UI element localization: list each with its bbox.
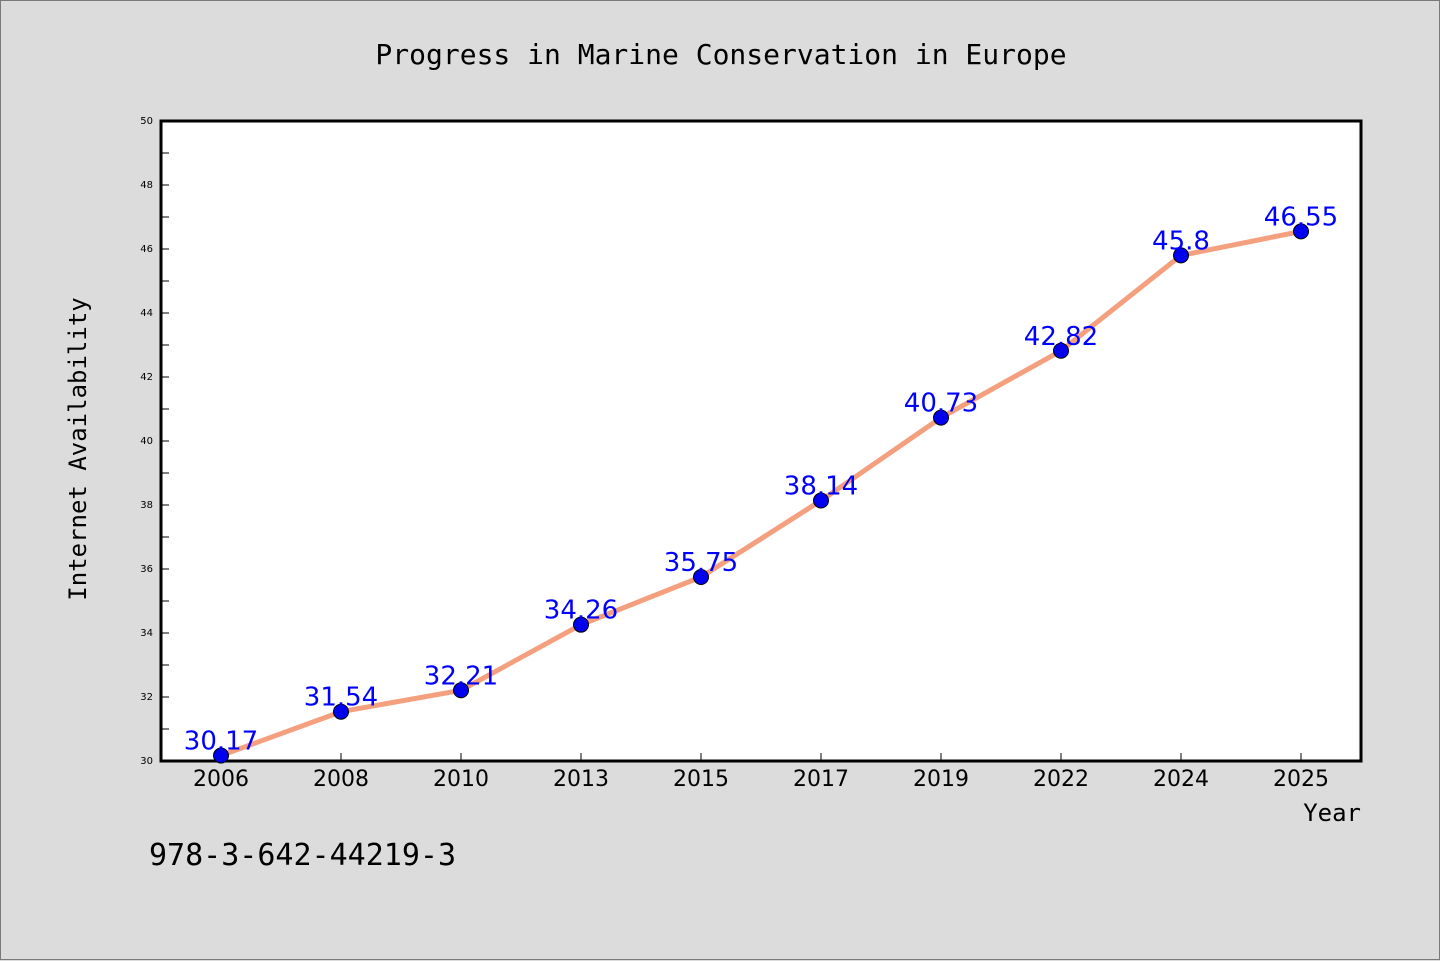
data-label: 46.55 (1264, 202, 1338, 232)
y-tick-label: 42 (140, 372, 153, 383)
x-tick-label: 2019 (913, 767, 969, 792)
data-point-marker (1173, 247, 1189, 264)
x-tick-label: 2010 (433, 767, 489, 792)
x-tick-label: 2022 (1033, 767, 1089, 792)
data-point-marker (933, 409, 949, 426)
y-tick-label: 46 (140, 244, 153, 255)
data-label: 30.17 (184, 727, 258, 757)
data-label: 38.14 (784, 472, 858, 502)
x-tick-label: 2025 (1273, 767, 1329, 792)
y-tick-label: 32 (140, 692, 153, 703)
data-label: 32.21 (424, 661, 498, 691)
data-label: 42.82 (1024, 322, 1098, 352)
x-tick-label: 2024 (1153, 767, 1209, 792)
y-tick-label: 40 (140, 436, 153, 447)
data-label: 31.54 (304, 683, 378, 713)
data-label: 35.75 (664, 548, 738, 578)
x-axis: 2006 2008 2010 2013 2015 2017 2019 2022 2024 2025 (193, 753, 1329, 792)
y-axis-label: Internet Availability (64, 297, 92, 600)
data-label: 45.8 (1152, 226, 1210, 256)
data-label: 34.26 (544, 596, 618, 626)
series-layer (213, 223, 1309, 764)
data-point-marker (453, 682, 469, 699)
y-tick-label: 44 (140, 308, 153, 319)
x-axis-label: Year (1303, 799, 1361, 827)
y-tick-label: 36 (140, 564, 153, 575)
x-tick-label: 2017 (793, 767, 849, 792)
y-tick-label: 38 (140, 500, 153, 511)
x-tick-label: 2013 (553, 767, 609, 792)
data-point-marker (213, 747, 229, 764)
chart-title: Progress in Marine Conservation in Europ… (375, 38, 1066, 71)
series-line (218, 228, 1304, 759)
footer-code: 978-3-642-44219-3 (149, 838, 456, 873)
plot-area (159, 119, 1363, 763)
y-tick-label: 30 (140, 756, 153, 767)
x-tick-label: 2008 (313, 767, 369, 792)
data-point-marker (1053, 342, 1069, 359)
data-point-marker (693, 569, 709, 585)
data-point-marker (333, 703, 349, 720)
y-axis: 30 32 34 36 38 40 42 44 46 48 50 (140, 116, 169, 767)
y-tick-label: 34 (140, 628, 153, 639)
data-point-marker (1293, 223, 1309, 240)
data-point-marker (573, 616, 589, 633)
data-label: 40.73 (904, 389, 978, 419)
data-point-marker (813, 492, 829, 509)
data-labels-layer: 30.17 31.54 32.21 34.26 35.75 38.14 40.73 42.82… (184, 202, 1338, 756)
x-tick-label: 2006 (193, 767, 249, 792)
x-tick-label: 2015 (673, 767, 729, 792)
y-tick-label: 48 (140, 180, 153, 191)
y-tick-label: 50 (140, 116, 153, 127)
